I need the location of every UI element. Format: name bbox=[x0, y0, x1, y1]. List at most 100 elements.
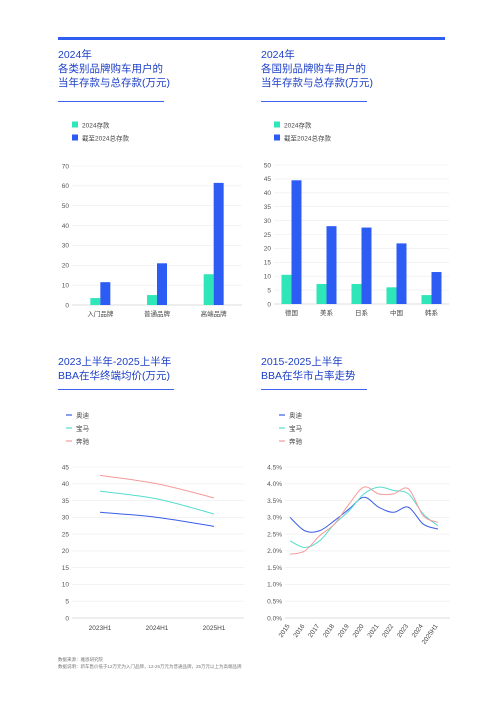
chart2-legend-swatch bbox=[274, 134, 280, 141]
chart2-ytick-label: 35 bbox=[264, 204, 272, 211]
chart3-title-line: BBA在华终端均价(万元) bbox=[58, 370, 171, 382]
chart3-legend-label: 宝马 bbox=[76, 424, 89, 433]
chart3-ytick-label: 35 bbox=[62, 498, 70, 505]
chart3-ytick-label: 15 bbox=[62, 565, 70, 572]
chart4-series-line bbox=[289, 486, 439, 549]
chart4-xtick-label: 2021 bbox=[366, 623, 380, 639]
chart2-bar bbox=[351, 283, 362, 304]
chart2-ytick-label: 15 bbox=[264, 260, 272, 267]
chart1-title: 2024年 各类别品牌购车用户的 当年存款与总存款(万元) bbox=[58, 48, 170, 90]
chart2-legend-label: 2024存款 bbox=[284, 121, 312, 130]
chart4-title-rule bbox=[261, 389, 367, 390]
chart3-title-line: 2023上半年-2025上半年 bbox=[58, 356, 172, 368]
chart3-legend-label: 奔驰 bbox=[76, 437, 90, 446]
chart2-xtick-label: 日系 bbox=[355, 308, 369, 317]
chart4-title-line: BBA在华市占率走势 bbox=[261, 370, 356, 382]
chart4-legend-label: 奥迪 bbox=[289, 411, 303, 420]
chart1-ytick-label: 50 bbox=[62, 203, 70, 210]
chart4-title-line: 2015-2025上半年 bbox=[261, 356, 343, 368]
chart3-ytick-label: 45 bbox=[62, 464, 70, 471]
chart3-series-line bbox=[99, 490, 215, 515]
chart4-ytick-label: 4.0% bbox=[267, 481, 282, 488]
chart2-legend-swatch bbox=[274, 121, 280, 128]
chart1-ytick-label: 70 bbox=[62, 163, 70, 170]
chart4-ytick-label: 2.0% bbox=[267, 548, 282, 555]
chart2-bar bbox=[326, 226, 337, 304]
chart4-ytick-label: 2.5% bbox=[267, 531, 282, 538]
chart4-legend-label: 宝马 bbox=[289, 424, 302, 433]
chart1-bar bbox=[90, 298, 101, 305]
chart2-ytick-label: 30 bbox=[264, 218, 272, 225]
chart4-ytick-label: 1.5% bbox=[267, 565, 282, 572]
chart2-ytick-label: 10 bbox=[264, 274, 272, 281]
chart1-xtick-label: 普通品牌 bbox=[144, 309, 171, 318]
chart2-title-rule bbox=[261, 101, 367, 102]
footnote-source: 数据来源：雅恩研究院 bbox=[58, 657, 103, 662]
chart3-ytick-label: 40 bbox=[62, 481, 70, 488]
chart4-xtick-label: 2020 bbox=[352, 623, 366, 639]
chart2-ytick-label: 50 bbox=[264, 162, 272, 169]
chart3-ytick-label: 25 bbox=[62, 531, 70, 538]
chart1-bar bbox=[203, 274, 214, 305]
chart4-ytick-label: 1.0% bbox=[267, 582, 282, 589]
chart1-title-rule bbox=[58, 101, 164, 102]
chart1-ytick-label: 60 bbox=[62, 183, 70, 190]
chart2-ytick-label: 0 bbox=[267, 301, 271, 308]
chart4-xtick-label: 2019 bbox=[337, 623, 351, 639]
chart2-xtick-label: 美系 bbox=[320, 308, 334, 317]
footnote-description: 数据说明：新车售价低于12万元为入门品牌，12-25万元为普通品牌，25万元以上… bbox=[58, 664, 242, 669]
chart4-title: 2015-2025上半年 BBA在华市占率走势 bbox=[261, 355, 356, 383]
chart3-ytick-label: 30 bbox=[62, 515, 70, 522]
chart1-ytick-label: 20 bbox=[62, 263, 70, 270]
chart2-ytick-label: 5 bbox=[267, 287, 271, 294]
chart4-xtick-label: 2015 bbox=[278, 623, 292, 639]
chart4-ytick-label: 0.0% bbox=[267, 615, 282, 622]
chart1-ytick-label: 30 bbox=[62, 243, 70, 250]
chart4-xtick-label: 2018 bbox=[322, 623, 336, 639]
chart1-title-line: 2024年 bbox=[58, 49, 92, 61]
chart3-series-line bbox=[99, 511, 215, 527]
chart2-xtick-label: 德国 bbox=[285, 308, 298, 317]
chart2-title-line: 2024年 bbox=[261, 49, 295, 61]
chart1-legend-swatch bbox=[72, 121, 78, 128]
chart2-bar bbox=[421, 295, 432, 304]
chart1-bar bbox=[147, 295, 157, 305]
chart4-xtick-label: 2025H1 bbox=[421, 623, 440, 646]
chart4-xtick-label: 2024 bbox=[411, 623, 425, 639]
chart1-title-line: 各类别品牌购车用户的 bbox=[58, 63, 163, 75]
chart1-bar bbox=[213, 182, 224, 305]
chart4-legend-label: 奔驰 bbox=[289, 437, 303, 446]
chart1-xtick-label: 入门品牌 bbox=[87, 309, 114, 318]
chart2-ytick-label: 20 bbox=[264, 246, 272, 253]
chart1-bar bbox=[157, 263, 167, 305]
chart4-series-line bbox=[289, 496, 439, 533]
chart3-ytick-label: 10 bbox=[62, 582, 70, 589]
chart3-xtick-label: 2025H1 bbox=[203, 625, 226, 632]
chart2-bar bbox=[281, 274, 292, 304]
chart3-series-line bbox=[99, 474, 215, 499]
chart4-ytick-label: 3.0% bbox=[267, 515, 282, 522]
chart2-bar bbox=[316, 283, 327, 304]
chart2-title-line: 当年存款与总存款(万元) bbox=[261, 77, 373, 89]
chart3-ytick-label: 0 bbox=[65, 615, 69, 622]
chart1-bar bbox=[100, 282, 111, 305]
chart1-ytick-label: 0 bbox=[65, 302, 69, 309]
chart2-title: 2024年 各国别品牌购车用户的 当年存款与总存款(万元) bbox=[261, 48, 373, 90]
chart2-ytick-label: 45 bbox=[264, 176, 272, 183]
chart4-series-line bbox=[289, 486, 439, 555]
top-accent-bar bbox=[58, 37, 445, 40]
chart4-xtick-label: 2023 bbox=[396, 623, 410, 639]
chart1-title-line: 当年存款与总存款(万元) bbox=[58, 77, 170, 89]
chart3-xtick-label: 2023H1 bbox=[89, 625, 112, 632]
chart1-legend-label: 截至2024总存款 bbox=[82, 134, 129, 143]
chart3-xtick-label: 2024H1 bbox=[146, 625, 169, 632]
chart1-ytick-label: 40 bbox=[62, 223, 70, 230]
chart2-bar bbox=[431, 272, 442, 304]
chart1-ytick-label: 10 bbox=[62, 282, 70, 289]
chart2-xtick-label: 中国 bbox=[390, 308, 403, 317]
chart4-xtick-label: 2017 bbox=[307, 623, 321, 639]
chart2-ytick-label: 40 bbox=[264, 190, 272, 197]
